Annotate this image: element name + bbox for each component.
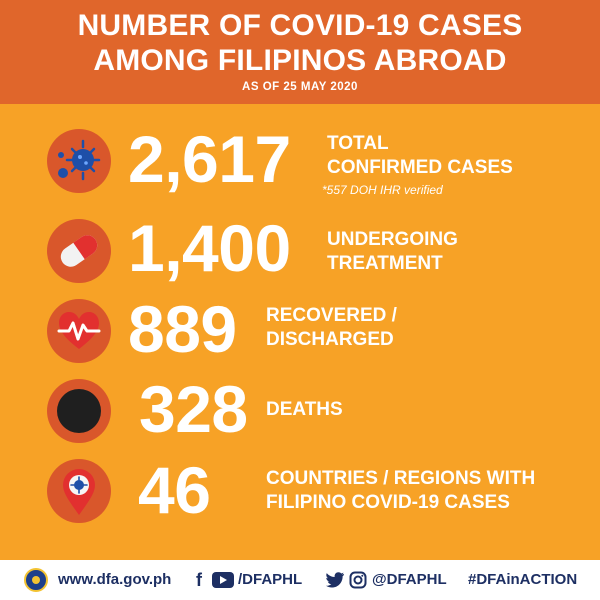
stat-undergoing-treatment: 1,400 UNDERGOING TREATMENT bbox=[0, 210, 600, 290]
heartbeat-icon bbox=[47, 299, 111, 363]
black-circle-icon bbox=[47, 379, 111, 443]
stat-value: 328 bbox=[139, 372, 248, 446]
hashtag[interactable]: #DFAinACTION bbox=[468, 571, 578, 588]
stat-label-line-2: FILIPINO COVID-19 CASES bbox=[266, 492, 510, 513]
stat-label-line-1: DEATHS bbox=[266, 399, 343, 420]
stat-label-line-2: TREATMENT bbox=[327, 253, 443, 274]
stat-label-line-1: COUNTRIES / REGIONS WITH bbox=[266, 468, 536, 489]
header-banner: NUMBER OF COVID-19 CASES AMONG FILIPINOS… bbox=[0, 0, 600, 104]
dfa-seal-icon bbox=[24, 568, 48, 592]
twitter-instagram-handle[interactable]: @DFAPHL bbox=[372, 571, 447, 588]
title-line-1: NUMBER OF COVID-19 CASES bbox=[77, 9, 523, 42]
stat-label-line-1: UNDERGOING bbox=[327, 229, 458, 250]
footer-bar: www.dfa.gov.ph f /DFAPHL @DFAPHL #DFAinA… bbox=[0, 560, 600, 600]
stat-value: 889 bbox=[128, 292, 237, 366]
title-line-2: AMONG FILIPINOS ABROAD bbox=[93, 44, 507, 77]
stat-value: 2,617 bbox=[128, 122, 291, 196]
facebook-icon[interactable]: f bbox=[196, 570, 202, 590]
location-pin-icon bbox=[47, 459, 111, 523]
stat-value: 46 bbox=[138, 453, 211, 527]
stat-deaths: 328 DEATHS bbox=[0, 370, 600, 450]
stat-recovered: 889 RECOVERED / DISCHARGED bbox=[0, 290, 600, 370]
website-link[interactable]: www.dfa.gov.ph bbox=[58, 571, 172, 588]
youtube-icon[interactable] bbox=[212, 572, 234, 588]
stat-label-line-1: TOTAL bbox=[327, 133, 389, 154]
facebook-youtube-handle[interactable]: /DFAPHL bbox=[238, 571, 303, 588]
stat-value: 1,400 bbox=[128, 211, 291, 285]
stat-note: *557 DOH IHR verified bbox=[322, 183, 443, 197]
as-of-date: AS OF 25 MAY 2020 bbox=[242, 81, 358, 93]
stat-label-line-2: DISCHARGED bbox=[266, 329, 394, 350]
capsule-icon bbox=[47, 219, 111, 283]
stat-total-confirmed: 2,617 TOTAL CONFIRMED CASES *557 DOH IHR… bbox=[0, 120, 600, 200]
twitter-icon[interactable] bbox=[325, 571, 345, 589]
stat-label-line-1: RECOVERED / bbox=[266, 305, 397, 326]
instagram-icon[interactable] bbox=[349, 571, 367, 589]
stat-countries: 46 COUNTRIES / REGIONS WITH FILIPINO COV… bbox=[0, 450, 600, 530]
virus-icon bbox=[47, 129, 111, 193]
stat-label-line-2: CONFIRMED CASES bbox=[327, 157, 513, 178]
